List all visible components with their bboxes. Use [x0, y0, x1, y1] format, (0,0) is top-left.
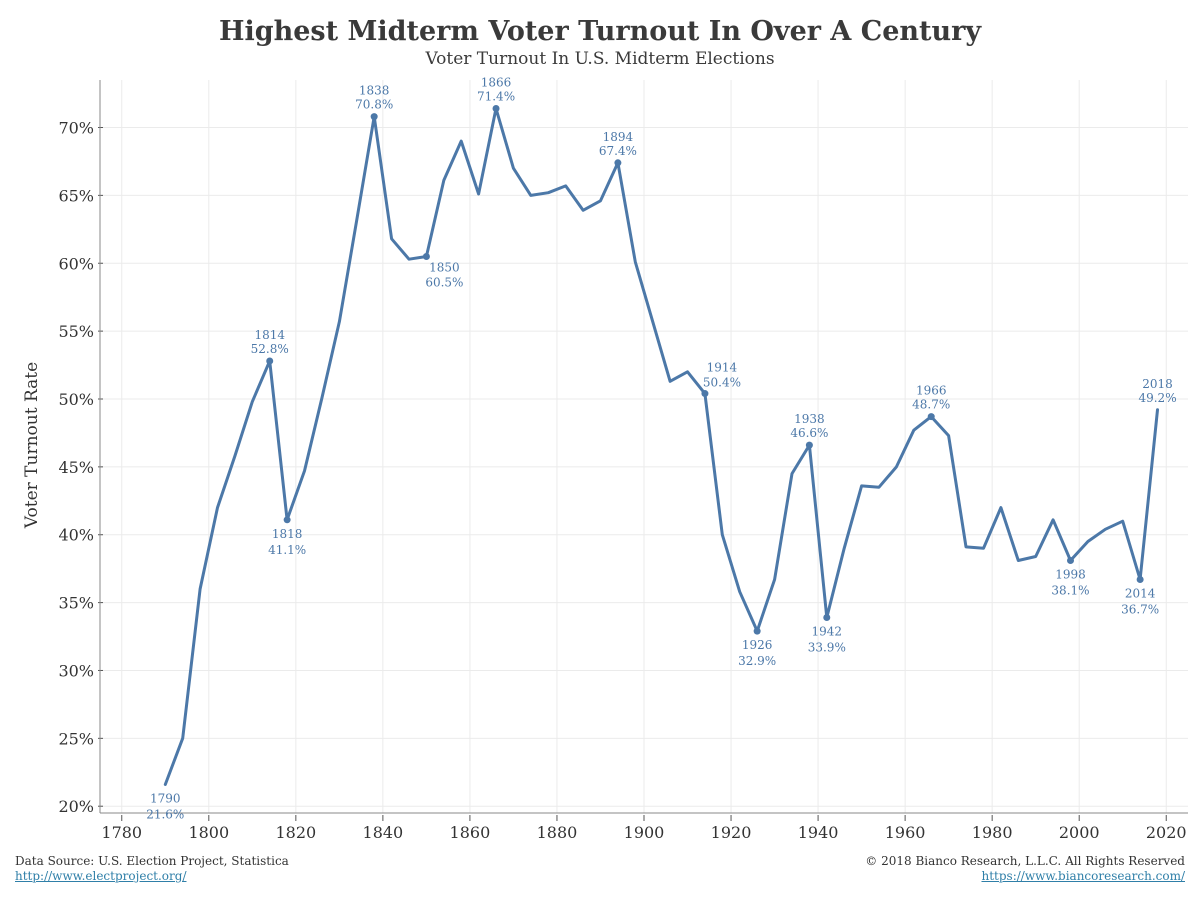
x-tick-label: 1840 [363, 823, 404, 842]
point-label-year: 1942 [812, 625, 843, 639]
data-point-marker [1066, 557, 1074, 565]
point-label-year: 2018 [1142, 377, 1173, 391]
point-label-value: 36.7% [1121, 603, 1159, 617]
point-label-year: 1966 [916, 384, 947, 398]
source-link[interactable]: http://www.electproject.org/ [15, 869, 187, 883]
point-label-year: 1926 [742, 638, 773, 652]
data-point-marker [492, 105, 500, 113]
point-label-value: 71.4% [477, 90, 515, 104]
footer-source: Data Source: U.S. Election Project, Stat… [15, 854, 289, 884]
point-label-value: 48.7% [912, 398, 950, 412]
data-point-marker [927, 413, 935, 421]
x-tick-label: 1820 [275, 823, 316, 842]
point-label-year: 1866 [481, 76, 512, 90]
series-layer [163, 105, 1159, 786]
data-point-marker [823, 614, 831, 622]
point-label-year: 1790 [150, 791, 181, 805]
data-point-marker [753, 627, 761, 635]
point-label-value: 41.1% [268, 543, 306, 557]
point-label-value: 21.6% [146, 807, 184, 821]
point-label-value: 38.1% [1051, 584, 1089, 598]
point-label-year: 1894 [603, 130, 634, 144]
data-point-marker [283, 516, 291, 524]
x-tick-label: 1940 [798, 823, 839, 842]
x-tick-label: 1960 [885, 823, 926, 842]
point-label-value: 67.4% [599, 144, 637, 158]
data-point-marker [422, 252, 430, 260]
x-tick-label: 1980 [972, 823, 1013, 842]
footer-copyright: © 2018 Bianco Research, L.L.C. All Right… [865, 854, 1185, 884]
x-tick-label: 1880 [537, 823, 578, 842]
y-tick-label: 40% [58, 526, 94, 545]
point-label-value: 46.6% [790, 426, 828, 440]
point-label-value: 50.4% [703, 376, 741, 390]
point-label-value: 32.9% [738, 654, 776, 668]
point-label-value: 60.5% [425, 275, 463, 289]
point-label-year: 2014 [1125, 587, 1156, 601]
point-label-year: 1818 [272, 527, 303, 541]
gridlines [100, 80, 1188, 813]
y-tick-label: 60% [58, 254, 94, 273]
x-tick-label: 2020 [1146, 823, 1187, 842]
point-label-value: 33.9% [808, 641, 846, 655]
copyright-text: © 2018 Bianco Research, L.L.C. All Right… [865, 854, 1185, 868]
point-label-value: 49.2% [1138, 391, 1176, 405]
data-point-marker [614, 159, 622, 167]
point-label-year: 1838 [359, 84, 390, 98]
data-point-marker [1136, 576, 1144, 584]
x-tick-label: 1860 [450, 823, 491, 842]
site-link[interactable]: https://www.biancoresearch.com/ [981, 869, 1185, 883]
y-tick-label: 50% [58, 390, 94, 409]
y-tick-label: 55% [58, 322, 94, 341]
x-tick-label: 1780 [101, 823, 142, 842]
y-tick-label: 25% [58, 729, 94, 748]
y-tick-label: 20% [58, 797, 94, 816]
y-tick-label: 45% [58, 458, 94, 477]
source-text: Data Source: U.S. Election Project, Stat… [15, 854, 289, 868]
point-label-value: 70.8% [355, 98, 393, 112]
y-tick-label: 30% [58, 661, 94, 680]
y-axis-title: Voter Turnout Rate [22, 362, 42, 529]
y-tick-label: 70% [58, 119, 94, 138]
point-label-year: 1850 [429, 260, 460, 274]
chart-title: Highest Midterm Voter Turnout In Over A … [218, 16, 982, 47]
data-point-marker [266, 357, 274, 365]
x-tick-label: 1920 [711, 823, 752, 842]
point-label-year: 1814 [254, 328, 285, 342]
data-point-marker [701, 390, 709, 398]
x-tick-label: 1900 [624, 823, 665, 842]
chart-subtitle: Voter Turnout In U.S. Midterm Elections [425, 49, 775, 69]
x-tick-label: 1800 [188, 823, 229, 842]
x-tick-label: 2000 [1059, 823, 1100, 842]
data-point-marker [805, 441, 813, 449]
point-label-value: 52.8% [251, 342, 289, 356]
point-label-year: 1938 [794, 412, 825, 426]
turnout-series-line [163, 107, 1159, 786]
y-tick-label: 65% [58, 186, 94, 205]
y-tick-label: 35% [58, 594, 94, 613]
data-point-marker [370, 113, 378, 121]
point-label-year: 1914 [707, 361, 738, 375]
axes: 20% 25% 30% 35% 40% 45% 50% 55% 60% 65% 70% 1780 180… [58, 80, 1188, 842]
point-label-year: 1998 [1055, 568, 1086, 582]
